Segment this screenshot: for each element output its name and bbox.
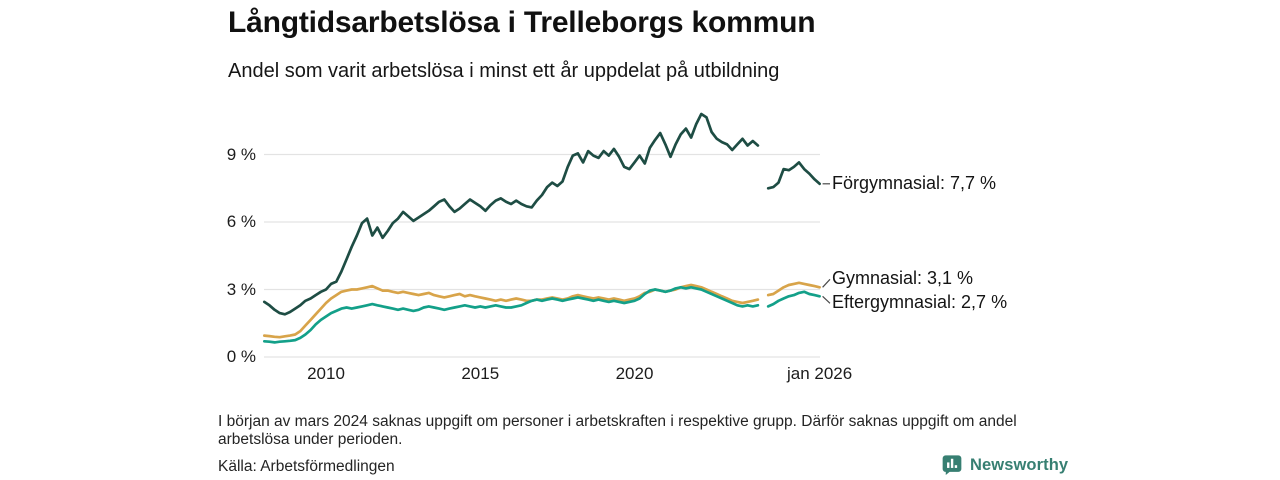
series-end-label-eftergymnasial: Eftergymnasial: 2,7 % — [832, 292, 1008, 313]
series-line-gymnasial — [262, 281, 821, 339]
newsworthy-logo[interactable]: Newsworthy — [941, 454, 1068, 476]
label-connector-gymnasial — [822, 278, 831, 288]
x-axis-label: jan 2026 — [786, 364, 853, 383]
series-line-forgymnasial — [262, 112, 821, 316]
chart-title: Långtidsarbetslösa i Trelleborgs kommun — [228, 6, 816, 39]
y-axis-label: 6 % — [226, 212, 256, 231]
newsworthy-wordmark: Newsworthy — [970, 455, 1069, 474]
y-axis-label: 0 % — [226, 347, 256, 366]
y-axis-label: 9 % — [226, 144, 256, 164]
chart-footnote: I början av mars 2024 saknas uppgift om … — [218, 413, 1017, 448]
series-line-eftergymnasial — [262, 285, 821, 344]
label-connector-eftergymnasial — [822, 295, 831, 304]
series-end-label-forgymnasial: Förgymnasial: 7,7 % — [832, 172, 997, 193]
x-axis-label: 2015 — [461, 364, 500, 383]
y-axis-label: 3 % — [226, 279, 256, 299]
x-axis-label: 2020 — [615, 364, 654, 383]
source-note: Källa: Arbetsförmedlingen — [218, 458, 395, 475]
x-axis-label: 2010 — [307, 364, 345, 383]
series-end-label-gymnasial: Gymnasial: 3,1 % — [832, 268, 974, 289]
bar-chart-bubble-icon — [942, 455, 962, 475]
chart-subtitle: Andel som varit arbetslösa i minst ett å… — [228, 60, 780, 82]
